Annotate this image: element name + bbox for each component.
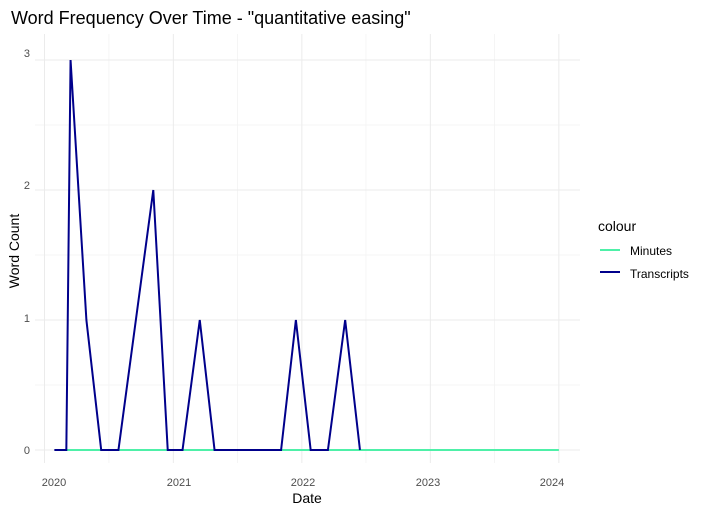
x-tick-label: 2023 (416, 477, 440, 489)
legend: colour Minutes Transcripts (598, 218, 689, 281)
series-line-transcripts (54, 59, 361, 451)
y-tick-label: 1 (24, 313, 30, 325)
major-grid (35, 34, 580, 463)
x-tick-label: 2021 (167, 477, 191, 489)
x-tick-labels: 2020 2021 2022 2023 2024 (42, 477, 564, 489)
y-tick-label: 3 (24, 48, 30, 60)
y-axis-title: Word Count (6, 214, 22, 289)
series-layer (54, 59, 559, 451)
y-tick-label: 2 (24, 180, 30, 192)
x-tick-label: 2022 (291, 477, 315, 489)
chart-title: Word Frequency Over Time - "quantitative… (11, 8, 411, 28)
legend-title: colour (598, 218, 636, 234)
minor-grid (35, 34, 580, 463)
y-tick-labels: 0 1 2 3 (24, 48, 30, 457)
legend-label-transcripts: Transcripts (630, 267, 689, 281)
x-tick-label: 2020 (42, 477, 66, 489)
x-tick-label: 2024 (540, 477, 564, 489)
x-axis-title: Date (292, 490, 322, 506)
y-tick-label: 0 (24, 445, 30, 457)
legend-label-minutes: Minutes (630, 244, 672, 258)
